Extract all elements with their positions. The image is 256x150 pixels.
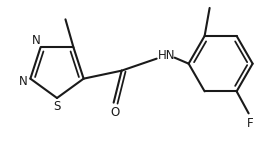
Text: O: O <box>110 106 119 119</box>
Text: HN: HN <box>158 49 175 62</box>
Text: F: F <box>247 117 254 130</box>
Text: S: S <box>53 99 61 112</box>
Text: N: N <box>31 34 40 47</box>
Text: N: N <box>18 75 27 88</box>
